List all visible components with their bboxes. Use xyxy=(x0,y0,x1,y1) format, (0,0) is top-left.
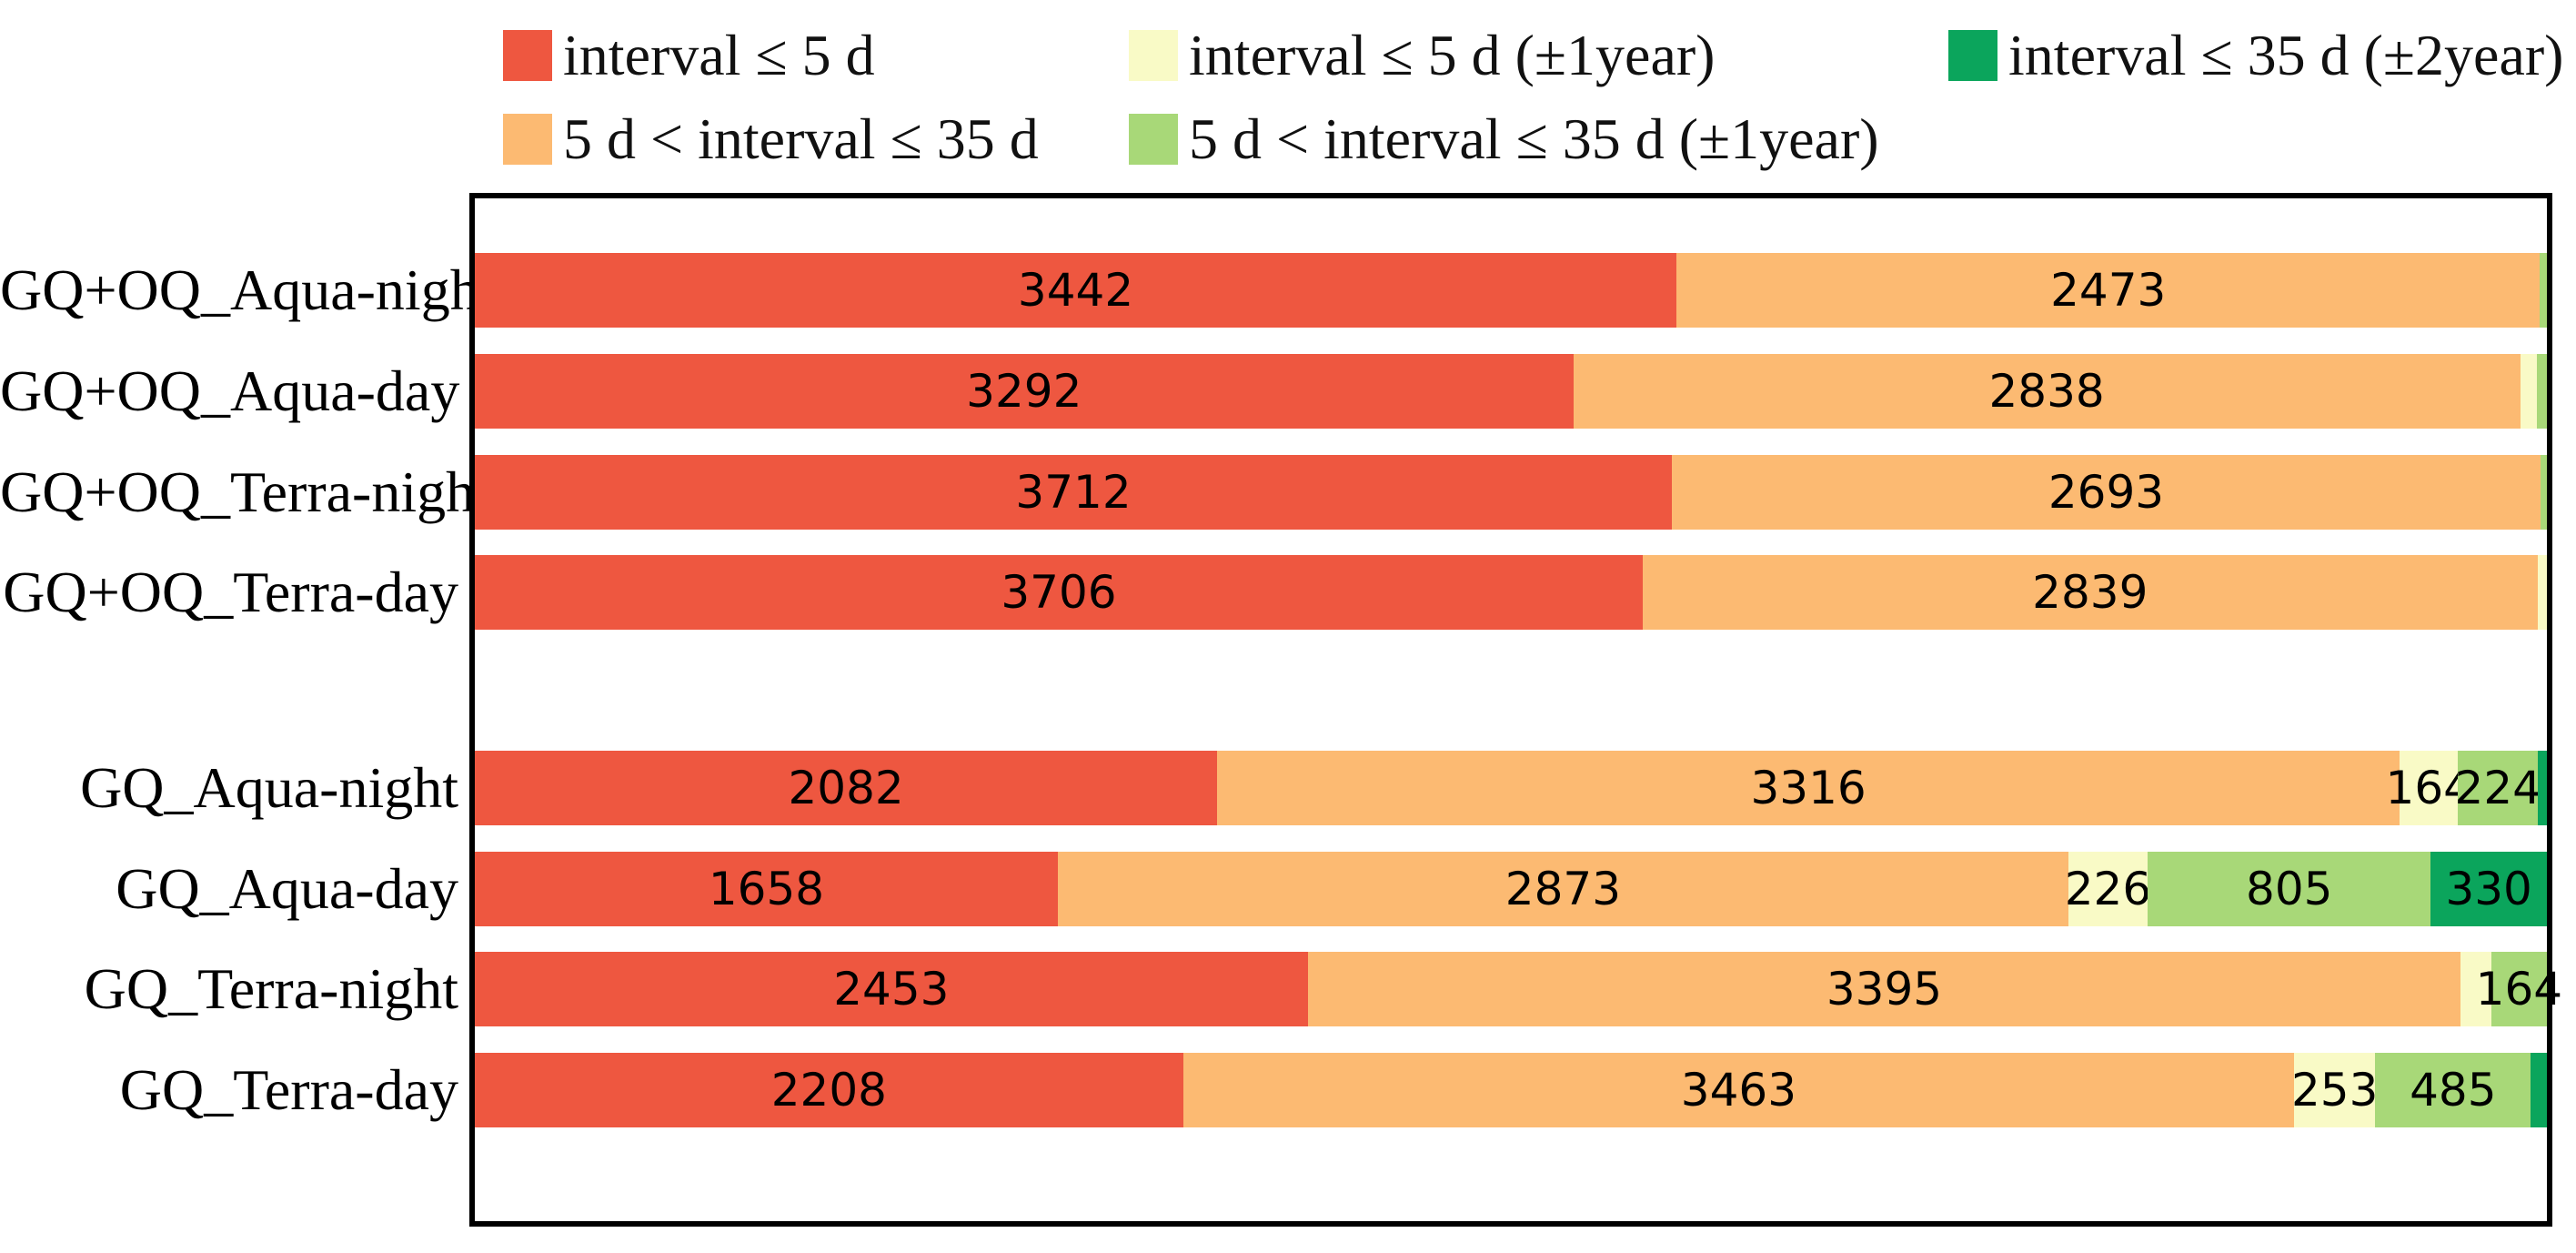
legend-item: 5 d < interval ≤ 35 d xyxy=(503,106,1039,171)
legend-label: interval ≤ 5 d xyxy=(563,23,875,87)
bar-segment xyxy=(2531,1053,2547,1127)
bar-row: 3292 2838 xyxy=(475,354,2547,429)
segment-value: 2839 xyxy=(2032,566,2148,619)
bar-segment: 3442 xyxy=(475,253,1677,328)
bar-segment: 2873 xyxy=(1058,852,2068,926)
bar-segment: 2693 xyxy=(1672,455,2541,530)
plot-area: 3442 2473 3292 2838 3712 2693 3706 2839 2082 3316… xyxy=(469,193,2562,1227)
category-label: GQ_Terra-day xyxy=(119,1057,458,1122)
bar-segment: 226 xyxy=(2064,852,2152,926)
segment-value: 224 xyxy=(2454,762,2541,814)
category-label: GQ_Aqua-day xyxy=(116,856,458,921)
segment-value: 3292 xyxy=(966,365,1082,418)
legend-swatch-interval-le-5d-1year xyxy=(1129,30,1178,81)
segment-value: 164 xyxy=(2475,963,2563,1016)
bar-row: 2453 3395 164 xyxy=(475,952,2562,1026)
segment-value: 2693 xyxy=(2048,466,2165,519)
bar-segment: 2208 xyxy=(475,1053,1183,1127)
category-label: GQ_Aqua-night xyxy=(80,755,458,820)
segment-value: 2473 xyxy=(2050,264,2167,317)
legend-label: 5 d < interval ≤ 35 d (±1year) xyxy=(1189,106,1879,171)
bar-segment xyxy=(2538,751,2547,825)
bar-segment: 164 xyxy=(2386,751,2472,825)
segment-value: 3706 xyxy=(1001,566,1117,619)
bar-segment: 2839 xyxy=(1642,555,2538,630)
bar-segment: 164 xyxy=(2476,952,2562,1026)
segment-value: 485 xyxy=(2410,1064,2497,1117)
segment-value: 2453 xyxy=(833,963,950,1016)
segment-value: 3442 xyxy=(1017,264,1134,317)
legend-label: interval ≤ 5 d (±1year) xyxy=(1189,23,1716,87)
bar-segment: 2082 xyxy=(475,751,1218,825)
legend-item: 5 d < interval ≤ 35 d (±1year) xyxy=(1129,106,1879,171)
legend-item: interval ≤ 5 d xyxy=(503,23,875,87)
segment-value: 2082 xyxy=(788,762,904,814)
legend-label: 5 d < interval ≤ 35 d xyxy=(563,106,1039,171)
bar-segment: 1658 xyxy=(475,852,1059,926)
bar-segment xyxy=(2540,253,2547,328)
segment-value: 164 xyxy=(2385,762,2472,814)
category-label: GQ_Terra-night xyxy=(84,956,458,1021)
segment-value: 3316 xyxy=(1750,762,1867,814)
bar-segment xyxy=(2540,455,2547,530)
bar-segment: 2473 xyxy=(1676,253,2541,328)
bar-segment: 224 xyxy=(2454,751,2541,825)
segment-value: 2873 xyxy=(1504,863,1622,915)
segment-value: 330 xyxy=(2445,863,2532,915)
legend-item: interval ≤ 5 d (±1year) xyxy=(1129,23,1716,87)
bar-row: 3706 2839 xyxy=(475,555,2547,630)
segment-value: 2838 xyxy=(1988,365,2105,418)
segment-value: 226 xyxy=(2064,863,2152,915)
bar-segment: 3292 xyxy=(475,354,1574,429)
bar-segment: 3395 xyxy=(1307,952,2461,1026)
bar-segment xyxy=(2460,952,2491,1026)
category-label: GQ+OQ_Aqua-night xyxy=(0,258,496,322)
bar-row: 1658 2873 226 805 330 xyxy=(475,852,2547,926)
bar-segment: 3712 xyxy=(475,455,1673,530)
legend-label: interval ≤ 35 d (±2year) xyxy=(2008,23,2564,87)
bar-segment xyxy=(2520,354,2537,429)
segment-value: 2208 xyxy=(770,1064,887,1117)
bar-segment: 485 xyxy=(2375,1053,2531,1127)
bar-segment xyxy=(2537,555,2547,630)
category-label: GQ+OQ_Terra-day xyxy=(3,560,458,624)
legend-swatch-interval-le-35d-2year xyxy=(1948,30,1997,81)
bar-segment: 3463 xyxy=(1182,1053,2295,1127)
category-label: GQ+OQ_Aqua-day xyxy=(0,359,460,423)
segment-value: 3712 xyxy=(1015,466,1132,519)
bar-segment: 805 xyxy=(2148,852,2431,926)
segment-value: 1658 xyxy=(708,863,825,915)
bar-segment xyxy=(2536,354,2547,429)
bar-row: 2082 3316 164 224 xyxy=(475,751,2547,825)
segment-value: 253 xyxy=(2290,1064,2379,1117)
legend-swatch-5d-lt-interval-le-35d-1year xyxy=(1129,114,1178,165)
segment-value: 805 xyxy=(2246,863,2333,915)
bar-segment: 3316 xyxy=(1217,751,2400,825)
bar-segment: 330 xyxy=(2430,852,2547,926)
bar-row: 3442 2473 xyxy=(475,253,2547,328)
bar-segment: 3706 xyxy=(475,555,1643,630)
category-label: GQ+OQ_Terra-night xyxy=(0,460,491,524)
bar-segment: 253 xyxy=(2290,1053,2379,1127)
bar-segment: 2838 xyxy=(1573,354,2521,429)
segment-value: 3395 xyxy=(1826,963,1943,1016)
bar-row: 2208 3463 253 485 xyxy=(475,1053,2547,1127)
bar-row: 3712 2693 xyxy=(475,455,2547,530)
legend-swatch-5d-lt-interval-le-35d xyxy=(503,114,552,165)
bar-segment: 2453 xyxy=(475,952,1308,1026)
legend-item: interval ≤ 35 d (±2year) xyxy=(1948,23,2564,87)
segment-value: 3463 xyxy=(1680,1064,1797,1117)
legend-swatch-interval-le-5d xyxy=(503,30,552,81)
